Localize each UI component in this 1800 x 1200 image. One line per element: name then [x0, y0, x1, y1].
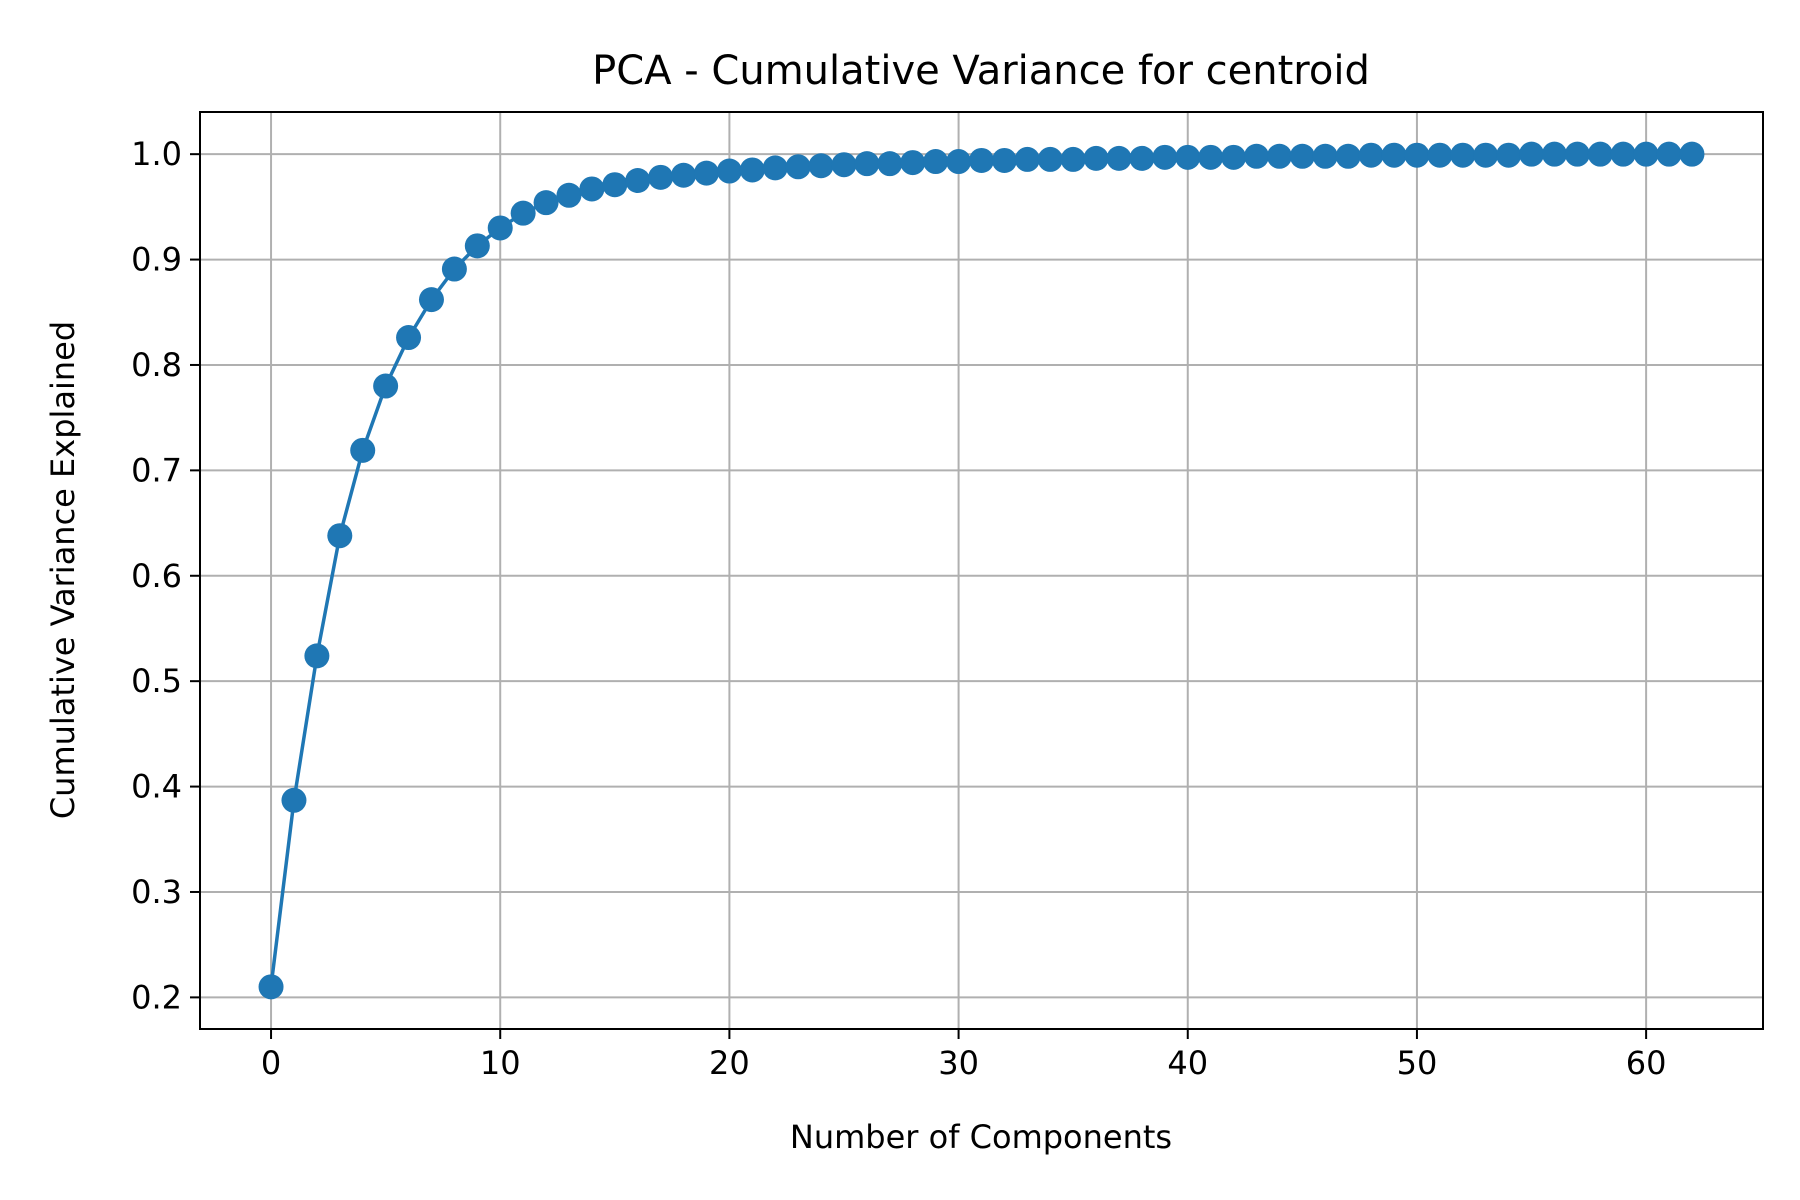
data-point — [648, 164, 674, 190]
data-point — [671, 162, 697, 188]
data-point — [281, 787, 307, 813]
y-tick-label: 0.8 — [131, 346, 182, 384]
x-tick-label: 30 — [938, 1044, 979, 1082]
data-point — [579, 176, 605, 202]
data-point — [556, 182, 582, 208]
data-point — [969, 147, 994, 173]
data-point — [1289, 143, 1315, 169]
grid-layer — [200, 112, 1763, 1029]
data-point — [487, 215, 513, 241]
x-tick-label: 40 — [1167, 1044, 1208, 1082]
data-point — [1266, 143, 1292, 169]
data-point — [1496, 142, 1522, 168]
data-point — [1610, 141, 1636, 167]
data-point — [1312, 143, 1338, 169]
y-tick-label: 0.3 — [131, 873, 182, 911]
data-point — [1381, 142, 1407, 168]
data-point — [327, 523, 353, 549]
tick-layer: 0 10 20 30 40 50 60 0.2 0.3 0.4 0.5 0.6 0.7 0.8 0.9 1.0 — [131, 135, 1666, 1082]
data-point — [350, 437, 376, 463]
data-point — [1221, 144, 1247, 170]
x-tick-label: 10 — [480, 1044, 521, 1082]
data-point — [1106, 145, 1132, 171]
x-tick-label: 20 — [709, 1044, 750, 1082]
data-point — [1244, 143, 1270, 169]
x-axis-label: Number of Components — [790, 1118, 1172, 1156]
data-point — [1404, 142, 1430, 168]
y-tick-label: 0.9 — [131, 241, 182, 279]
series-layer — [258, 141, 1705, 1000]
data-point — [1541, 141, 1567, 167]
data-point — [418, 287, 444, 313]
data-point — [373, 373, 399, 399]
data-point — [923, 149, 949, 175]
data-point — [716, 158, 742, 184]
data-point — [1037, 146, 1063, 172]
data-point — [1564, 141, 1590, 167]
y-tick-label: 0.4 — [131, 768, 182, 806]
y-tick-label: 0.7 — [131, 451, 182, 489]
plot-frame — [199, 111, 1764, 1030]
y-tick-label: 0.2 — [131, 978, 182, 1016]
data-point — [258, 974, 284, 1000]
data-point — [1450, 142, 1476, 168]
data-point — [1656, 141, 1682, 167]
data-point — [533, 190, 559, 216]
y-tick-label: 1.0 — [131, 135, 182, 173]
data-point — [304, 643, 330, 669]
data-point — [602, 172, 628, 198]
chart-title: PCA - Cumulative Variance for centroid — [592, 48, 1370, 94]
data-point — [625, 168, 651, 194]
data-point — [1679, 141, 1705, 167]
data-point — [464, 233, 490, 259]
y-tick-label: 0.5 — [131, 662, 182, 700]
data-point — [1060, 146, 1086, 172]
data-point — [808, 153, 834, 179]
data-point — [1335, 143, 1361, 169]
data-point — [946, 149, 972, 175]
x-tick-label: 60 — [1626, 1044, 1667, 1082]
data-point — [991, 147, 1017, 173]
x-tick-label: 50 — [1397, 1044, 1438, 1082]
data-point — [1633, 141, 1659, 167]
data-point — [1519, 141, 1545, 167]
data-point — [785, 154, 811, 180]
data-point — [1083, 145, 1109, 171]
data-point — [1014, 146, 1040, 172]
data-point — [1129, 145, 1155, 171]
data-point — [441, 256, 467, 282]
data-point — [1587, 141, 1613, 167]
x-tick-label: 0 — [261, 1044, 281, 1082]
y-axis-label: Cumulative Variance Explained — [44, 321, 82, 819]
data-point — [762, 155, 788, 181]
data-point — [1427, 142, 1453, 168]
data-point — [1152, 144, 1178, 170]
data-point — [831, 152, 857, 178]
data-point — [1175, 144, 1201, 170]
data-point — [900, 150, 926, 176]
data-point — [1198, 144, 1224, 170]
y-tick-label: 0.6 — [131, 557, 182, 595]
data-point — [396, 325, 422, 351]
data-point — [877, 151, 903, 177]
data-point — [854, 151, 880, 177]
data-point — [739, 157, 765, 183]
data-point — [1358, 142, 1384, 168]
data-point — [510, 200, 536, 226]
data-point — [1473, 142, 1499, 168]
data-point — [693, 160, 719, 186]
